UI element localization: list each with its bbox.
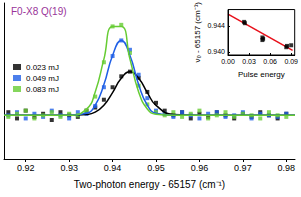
svg-text:0.98: 0.98 bbox=[278, 163, 296, 173]
svg-text:F0-X8 Q(19): F0-X8 Q(19) bbox=[11, 6, 67, 17]
svg-text:0.944: 0.944 bbox=[207, 22, 225, 29]
svg-text:0.96: 0.96 bbox=[191, 163, 209, 173]
svg-text:0.023 mJ: 0.023 mJ bbox=[26, 63, 59, 72]
svg-text:0.06: 0.06 bbox=[263, 58, 277, 65]
svg-text:0.00: 0.00 bbox=[221, 58, 235, 65]
svg-text:0.97: 0.97 bbox=[234, 163, 252, 173]
svg-text:Pulse energy: Pulse energy bbox=[238, 70, 285, 79]
svg-text:0.94: 0.94 bbox=[104, 163, 122, 173]
svg-text:0.049 mJ: 0.049 mJ bbox=[26, 74, 59, 83]
svg-text:0.92: 0.92 bbox=[17, 163, 35, 173]
svg-text:Two-photon energy - 65157 (cm⁻: Two-photon energy - 65157 (cm⁻¹) bbox=[74, 179, 225, 190]
svg-text:0.95: 0.95 bbox=[147, 163, 165, 173]
svg-text:0.03: 0.03 bbox=[242, 58, 256, 65]
svg-text:0.083 mJ: 0.083 mJ bbox=[26, 85, 59, 94]
svg-text:0.940: 0.940 bbox=[207, 48, 225, 55]
svg-text:0.93: 0.93 bbox=[60, 163, 78, 173]
svg-text:ν₀ - 65157 (cm⁻¹): ν₀ - 65157 (cm⁻¹) bbox=[193, 2, 202, 63]
svg-text:0.09: 0.09 bbox=[284, 58, 298, 65]
